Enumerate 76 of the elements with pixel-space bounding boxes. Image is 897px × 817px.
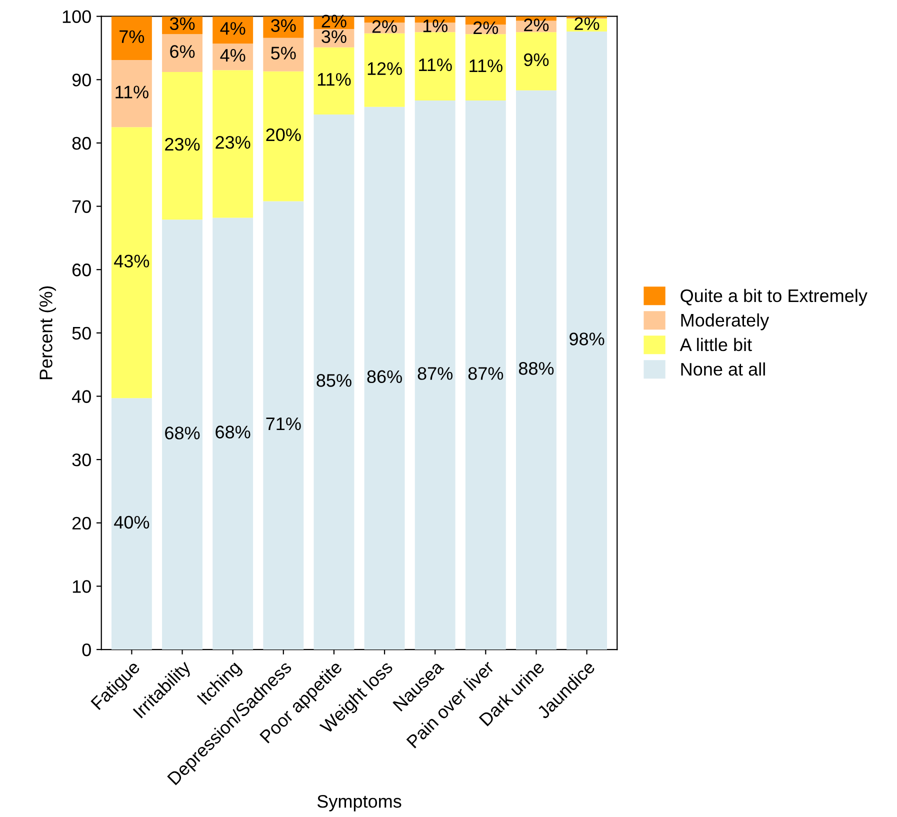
bar [111,398,152,650]
data-label: 3% [322,30,346,44]
data-label: 87% [418,367,453,380]
bar [566,32,608,650]
data-label: 11% [470,59,502,72]
data-label: 2% [574,17,600,30]
bar [314,114,354,650]
data-label: 23% [165,138,200,151]
bar [314,47,354,114]
y-tick-label: 60 [72,264,91,276]
data-label: 86% [367,370,402,384]
y-tick-label: 80 [72,136,91,150]
y-tick-label: 20 [72,516,91,530]
data-label: 20% [266,128,301,142]
bar [516,32,556,90]
data-label: 68% [165,426,200,440]
y-tick-label: 90 [72,74,91,86]
legend-label: None at all [681,362,765,376]
legend-label: Moderately [681,313,770,330]
bar [212,218,254,650]
legend-label: Quite a bit to Extremely [680,288,868,306]
legend-label: A little bit [680,338,752,352]
y-tick-label: 10 [72,580,91,593]
data-label: 5% [271,46,296,60]
data-label: 12% [368,62,402,75]
data-label: 11% [318,73,351,86]
data-label: 40% [114,516,150,529]
data-label: 23% [216,136,250,149]
bar [414,32,456,101]
data-label: 43% [114,254,150,268]
bar [465,34,506,101]
data-label: 85% [316,374,352,387]
bar [263,71,304,202]
data-label: 6% [170,45,195,58]
bar [162,34,202,72]
bar [364,106,405,650]
data-label: 2% [524,18,549,32]
data-label: 71% [266,418,301,430]
data-label: 11% [419,58,452,72]
y-tick-label: 50 [72,326,91,340]
bar [212,70,254,218]
data-label: 87% [468,367,504,380]
data-label: 98% [570,332,604,346]
bar [162,220,202,650]
data-label: 4% [220,22,246,35]
data-label: 3% [271,19,296,32]
bar [414,100,456,650]
bar [111,127,152,398]
y-tick-label: 30 [72,453,91,466]
bar [111,60,152,128]
data-label: 7% [120,30,144,43]
bar [212,44,254,70]
data-label: 88% [518,362,554,375]
x-axis-title: Symptoms [317,794,402,812]
bar [465,100,506,650]
data-label: 4% [220,49,246,62]
bar [364,33,405,107]
y-tick-label: 40 [72,390,91,403]
data-label: 2% [372,20,397,33]
y-tick-label: 0 [82,643,91,656]
bar [162,72,202,220]
data-label: 9% [524,53,549,66]
data-label: 2% [322,14,346,28]
bar [263,38,304,72]
data-label: 1% [423,20,448,32]
y-tick-label: 70 [72,200,91,214]
y-tick-label: 100 [62,10,91,24]
bar [111,16,152,60]
data-label: 3% [170,17,195,30]
bar [212,16,254,44]
bar [516,90,556,650]
data-label: 68% [216,426,250,438]
data-label: 11% [116,86,148,98]
data-label: 2% [474,21,498,34]
bar [263,201,304,650]
y-axis-title: Percent (%) [39,286,56,380]
